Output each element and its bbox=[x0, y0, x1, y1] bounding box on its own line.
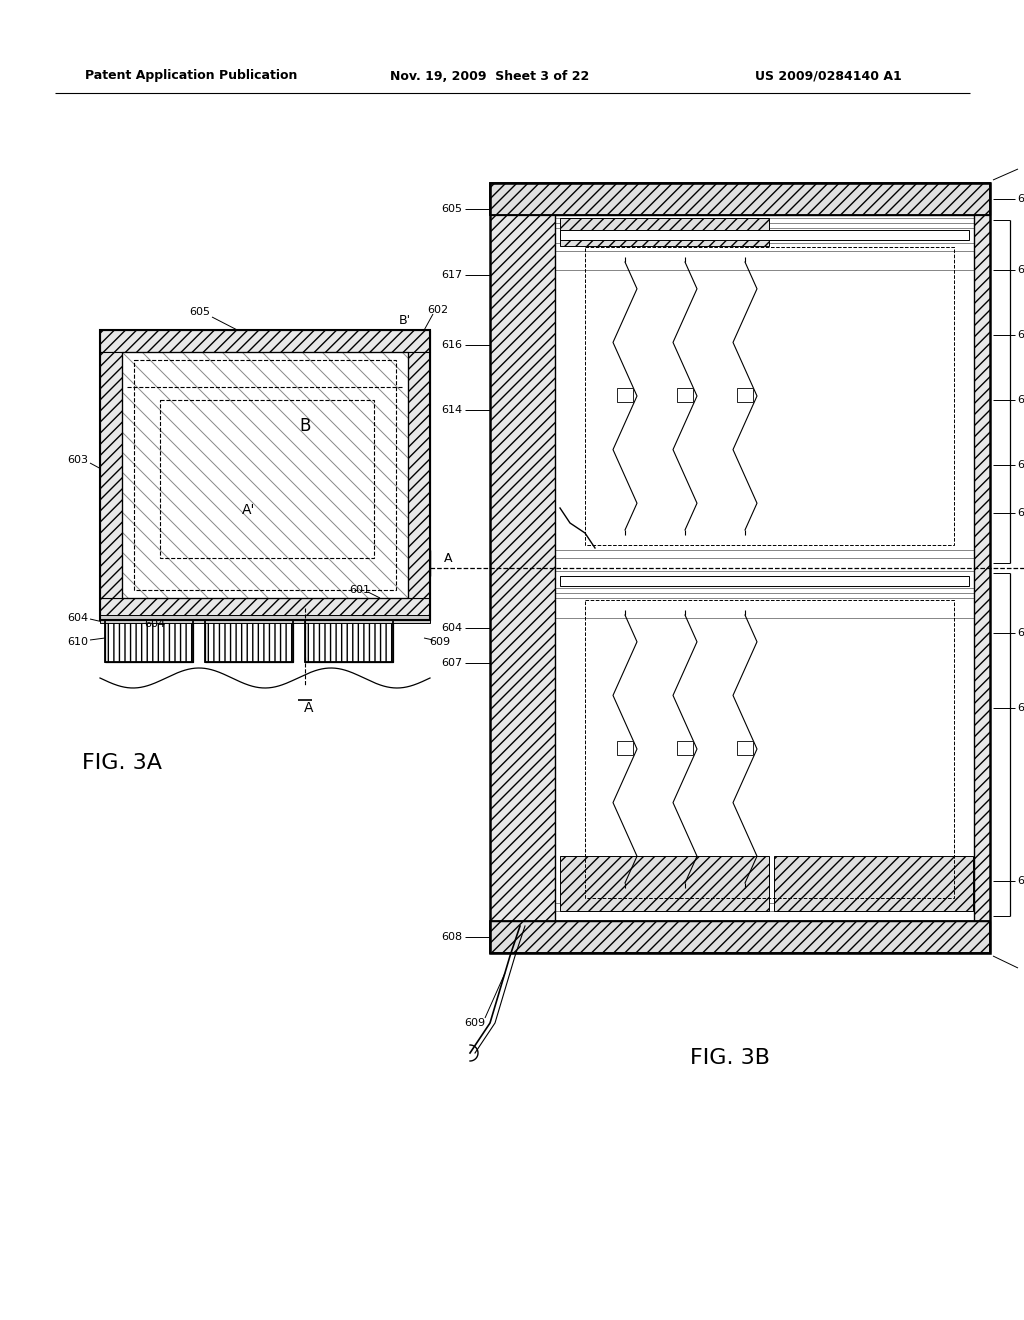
Bar bbox=[205, 620, 293, 663]
Bar bbox=[617, 741, 633, 755]
Text: 607: 607 bbox=[441, 657, 463, 668]
Bar bbox=[560, 855, 769, 911]
Bar bbox=[100, 615, 430, 623]
Bar bbox=[100, 330, 430, 352]
Bar bbox=[737, 388, 753, 403]
Text: 605: 605 bbox=[189, 308, 211, 317]
Text: 611: 611 bbox=[1018, 459, 1024, 470]
Bar bbox=[408, 352, 430, 598]
Text: 604: 604 bbox=[441, 623, 463, 634]
Bar bbox=[100, 352, 122, 598]
Text: 613: 613 bbox=[1018, 395, 1024, 405]
Bar bbox=[974, 215, 990, 921]
Text: FIG. 3A: FIG. 3A bbox=[82, 752, 162, 774]
Text: A: A bbox=[443, 552, 453, 565]
Bar bbox=[490, 183, 990, 953]
Bar bbox=[490, 921, 990, 953]
Text: 601: 601 bbox=[1018, 628, 1024, 638]
Bar bbox=[560, 230, 969, 240]
Text: 614: 614 bbox=[441, 405, 463, 414]
Bar bbox=[490, 921, 990, 953]
Bar bbox=[305, 620, 393, 663]
Text: 601: 601 bbox=[349, 585, 371, 595]
Bar bbox=[560, 218, 769, 246]
Text: 623: 623 bbox=[1018, 876, 1024, 886]
Text: 616: 616 bbox=[441, 341, 463, 350]
Bar bbox=[490, 215, 555, 921]
Text: 604: 604 bbox=[144, 619, 166, 630]
Bar bbox=[560, 576, 969, 586]
Text: 602: 602 bbox=[427, 305, 449, 315]
Text: 608: 608 bbox=[441, 932, 463, 942]
Text: 610: 610 bbox=[68, 638, 88, 647]
Bar bbox=[105, 620, 193, 663]
Bar bbox=[205, 620, 293, 663]
Text: 605: 605 bbox=[441, 205, 463, 214]
Text: FIG. 3B: FIG. 3B bbox=[690, 1048, 770, 1068]
Bar bbox=[160, 400, 374, 558]
Text: 609: 609 bbox=[465, 1018, 485, 1028]
Bar bbox=[737, 741, 753, 755]
Text: 618: 618 bbox=[1018, 330, 1024, 341]
Bar bbox=[617, 388, 633, 403]
Text: 602: 602 bbox=[1018, 508, 1024, 517]
Text: B: B bbox=[299, 417, 310, 434]
Bar bbox=[585, 601, 954, 898]
Bar bbox=[305, 620, 393, 663]
Text: 624: 624 bbox=[1018, 704, 1024, 713]
Text: 604: 604 bbox=[68, 612, 88, 623]
Text: 609: 609 bbox=[429, 638, 451, 647]
Text: A: A bbox=[304, 701, 313, 715]
Text: US 2009/0284140 A1: US 2009/0284140 A1 bbox=[755, 70, 902, 82]
Text: 617: 617 bbox=[441, 271, 463, 280]
Bar bbox=[122, 352, 408, 598]
Text: Patent Application Publication: Patent Application Publication bbox=[85, 70, 297, 82]
Bar bbox=[774, 855, 973, 911]
Bar bbox=[134, 360, 396, 590]
Text: A': A' bbox=[242, 503, 255, 517]
Text: Nov. 19, 2009  Sheet 3 of 22: Nov. 19, 2009 Sheet 3 of 22 bbox=[390, 70, 589, 82]
Text: 612: 612 bbox=[1018, 265, 1024, 275]
Bar bbox=[100, 330, 430, 620]
Bar bbox=[677, 741, 693, 755]
Text: B': B' bbox=[399, 314, 411, 326]
Text: 610: 610 bbox=[1018, 194, 1024, 205]
Bar bbox=[677, 388, 693, 403]
Bar bbox=[490, 183, 990, 215]
Bar bbox=[105, 620, 193, 663]
Bar bbox=[490, 183, 990, 215]
Bar bbox=[100, 598, 430, 620]
Bar bbox=[585, 247, 954, 545]
Text: 603: 603 bbox=[68, 455, 88, 465]
